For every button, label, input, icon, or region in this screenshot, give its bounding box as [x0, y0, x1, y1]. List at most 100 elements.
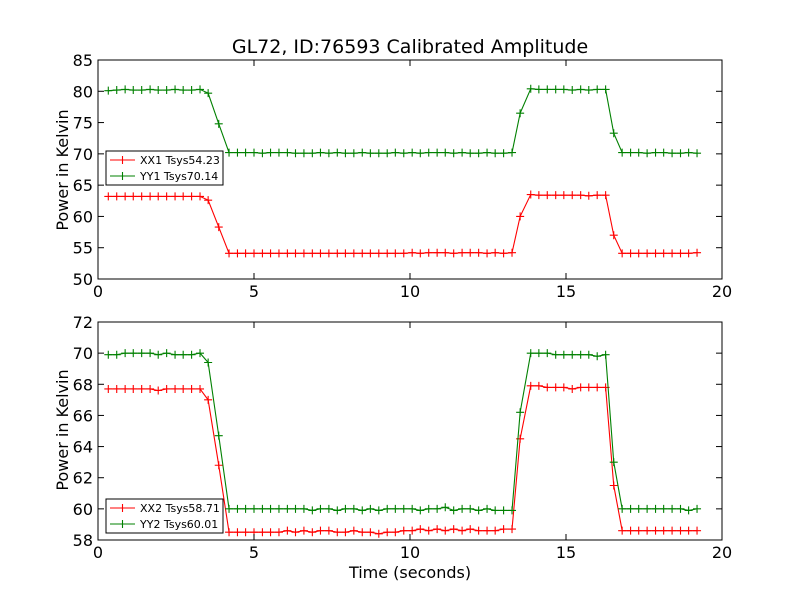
data-point-top-1-16 [241, 148, 250, 157]
data-point-top-1-43 [466, 149, 475, 158]
data-point-top-1-6 [154, 86, 163, 95]
data-point-bottom-0-20 [274, 528, 283, 537]
y-tick-label-top: 70 [73, 145, 93, 164]
plot-area-top: 0 5 10 15 20 50 55 60 65 70 75 80 85 [73, 51, 733, 301]
data-point-top-1-21 [283, 148, 292, 157]
x-tick-label-bottom: 15 [556, 543, 576, 562]
data-point-top-1-14 [225, 148, 234, 157]
data-point-bottom-1-27 [333, 506, 342, 515]
data-point-top-0-10 [187, 192, 196, 201]
data-point-bottom-1-32 [374, 506, 383, 515]
data-point-bottom-1-37 [416, 506, 425, 515]
data-point-bottom-1-39 [433, 504, 442, 513]
y-tick-label-top: 55 [73, 239, 93, 258]
data-point-bottom-1-26 [324, 504, 333, 513]
data-point-bottom-1-28 [341, 504, 350, 513]
data-point-bottom-0-31 [366, 528, 375, 537]
data-point-top-0-19 [266, 249, 275, 258]
data-point-top-0-22 [291, 249, 300, 258]
data-point-top-1-52 [543, 85, 552, 94]
x-tick-label-bottom: 5 [249, 543, 259, 562]
data-point-top-0-32 [374, 249, 383, 258]
data-point-bottom-0-37 [416, 525, 425, 534]
data-point-top-1-20 [274, 148, 283, 157]
data-point-top-0-12 [204, 196, 213, 205]
data-point-top-0-8 [171, 192, 180, 201]
data-point-bottom-1-31 [366, 504, 375, 513]
data-point-top-1-2 [121, 85, 130, 94]
x-axis-label-bottom: Time (seconds) [348, 563, 471, 582]
y-tick-label-bottom: 68 [73, 375, 93, 394]
legend-marker-yy1 [118, 172, 127, 180]
data-point-top-1-45 [483, 148, 492, 157]
data-point-bottom-0-40 [441, 526, 450, 535]
data-point-bottom-0-29 [349, 526, 358, 535]
data-point-bottom-0-44 [474, 526, 483, 535]
data-point-top-1-41 [449, 149, 458, 158]
data-point-bottom-0-28 [341, 528, 350, 537]
data-point-top-1-0 [104, 86, 113, 95]
data-point-bottom-1-10 [187, 350, 196, 359]
data-point-bottom-1-45 [483, 504, 492, 513]
data-point-top-1-26 [324, 149, 333, 158]
data-point-top-0-53 [551, 191, 560, 200]
data-point-bottom-1-51 [534, 349, 543, 358]
data-point-top-1-60 [609, 129, 618, 138]
data-point-bottom-0-61 [618, 526, 627, 535]
data-point-top-0-58 [593, 191, 602, 200]
data-point-bottom-1-58 [593, 352, 602, 361]
data-point-top-0-21 [283, 249, 292, 258]
data-point-top-1-27 [333, 148, 342, 157]
data-point-top-0-24 [308, 249, 317, 258]
data-point-bottom-1-46 [491, 506, 500, 515]
data-point-top-1-4 [137, 86, 146, 95]
data-point-top-0-15 [233, 249, 242, 258]
data-point-bottom-0-41 [449, 525, 458, 534]
data-point-bottom-0-8 [171, 384, 180, 393]
data-point-top-0-31 [366, 249, 375, 258]
data-point-bottom-1-34 [391, 504, 400, 513]
data-point-top-0-39 [433, 248, 442, 257]
x-tick-label-bottom: 20 [712, 543, 732, 562]
data-point-bottom-1-20 [274, 504, 283, 513]
x-tick-label-top: 5 [249, 282, 259, 301]
data-point-bottom-0-24 [308, 528, 317, 537]
data-point-top-0-25 [316, 249, 325, 258]
data-point-bottom-0-34 [391, 528, 400, 537]
data-point-bottom-1-36 [408, 504, 417, 513]
data-point-bottom-0-4 [137, 384, 146, 393]
data-point-top-0-27 [333, 249, 342, 258]
data-point-top-1-33 [383, 149, 392, 158]
data-point-top-1-63 [634, 148, 643, 157]
data-point-top-1-50 [526, 84, 535, 93]
data-point-bottom-1-15 [233, 504, 242, 513]
data-point-bottom-0-62 [626, 526, 635, 535]
y-tick-label-top: 60 [73, 207, 93, 226]
data-point-top-1-7 [162, 86, 171, 95]
legend-label-xx2: XX2 Tsys58.71 [140, 502, 220, 515]
data-point-bottom-1-13 [214, 431, 223, 440]
data-point-bottom-1-62 [626, 504, 635, 513]
data-point-bottom-1-19 [266, 504, 275, 513]
data-point-top-0-49 [516, 212, 525, 221]
data-point-top-1-24 [308, 149, 317, 158]
data-point-top-0-52 [543, 191, 552, 200]
data-point-bottom-0-53 [551, 383, 560, 392]
data-point-bottom-1-43 [466, 504, 475, 513]
data-point-bottom-1-42 [458, 504, 467, 513]
data-point-top-0-40 [441, 248, 450, 257]
data-point-top-1-47 [499, 149, 508, 158]
data-point-bottom-1-14 [225, 504, 234, 513]
data-point-bottom-0-14 [225, 528, 234, 537]
data-point-bottom-0-58 [593, 383, 602, 392]
data-point-top-1-66 [659, 148, 668, 157]
data-point-top-1-38 [424, 148, 433, 157]
data-point-top-0-30 [358, 249, 367, 258]
data-point-top-0-16 [241, 249, 250, 258]
data-point-top-0-47 [499, 249, 508, 258]
data-point-bottom-1-30 [358, 506, 367, 515]
data-point-top-1-35 [399, 149, 408, 158]
data-point-bottom-1-17 [250, 504, 258, 513]
data-point-top-0-54 [559, 191, 568, 200]
data-point-top-1-25 [316, 148, 325, 157]
